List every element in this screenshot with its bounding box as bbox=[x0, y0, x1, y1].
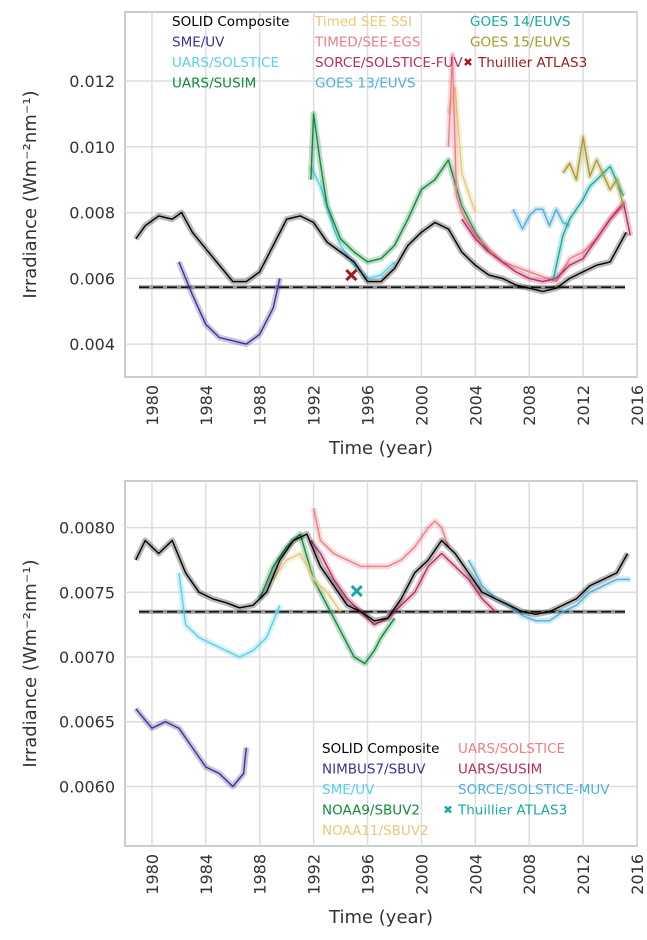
top-plot-area bbox=[124, 11, 638, 378]
legend-entry-timed-see-egs: TIMED/SEE-EGS bbox=[314, 35, 420, 51]
noaa9-sbuv2-line bbox=[259, 533, 396, 665]
bottom-series-layer bbox=[133, 507, 631, 790]
bottom-grid bbox=[125, 481, 638, 846]
x-tick-label: 2000 bbox=[412, 385, 431, 426]
legend-entry-uars-solstice: UARS/SOLSTICE bbox=[172, 55, 279, 71]
legend-entry-uars-solstice: UARS/SOLSTICE bbox=[458, 741, 565, 757]
top-tick-labels: 1980 1984 1988 1992 1996 2000 2004 2008 2012 2016… bbox=[69, 72, 647, 426]
x-tick-label: 2004 bbox=[466, 854, 485, 895]
legend-entry-goes-13-euvs: GOES 13/EUVS bbox=[315, 76, 415, 92]
legend-entry-timed-see-ssi: Timed SEE SSI bbox=[314, 14, 412, 30]
top-panel: 1980 1984 1988 1992 1996 2000 2004 2008 2012 2016… bbox=[20, 11, 647, 459]
sme-uv-line bbox=[178, 572, 281, 658]
y-tick-label: 0.010 bbox=[69, 138, 115, 157]
legend-entry-noaa9-sbuv2: NOAA9/SBUV2 bbox=[322, 803, 420, 819]
y-tick-label: 0.0080 bbox=[59, 519, 115, 538]
x-tick-label: 1984 bbox=[197, 854, 216, 895]
uars-solstice-line bbox=[310, 166, 395, 280]
x-tick-label: 2004 bbox=[466, 385, 485, 426]
solid-composite-line bbox=[135, 533, 629, 622]
legend-entry-sme-uv: SME/UV bbox=[322, 782, 375, 798]
timed-see-ssi-line bbox=[447, 86, 476, 213]
thuillier-atlas3-marker bbox=[345, 269, 358, 282]
x-tick-label: 1984 bbox=[197, 385, 216, 426]
x-tick-label: 2012 bbox=[574, 854, 593, 895]
x-tick-label: 2016 bbox=[628, 385, 647, 426]
legend-entry-noaa11-sbuv2: NOAA11/SBUV2 bbox=[322, 823, 429, 839]
x-tick-label: 1996 bbox=[359, 854, 378, 895]
x-tick-label: 2016 bbox=[628, 854, 647, 895]
legend-entry-goes-14-euvs: GOES 14/EUVS bbox=[470, 14, 570, 30]
legend-entry-solid-composite: SOLID Composite bbox=[322, 741, 439, 757]
y-tick-label: 0.012 bbox=[69, 72, 115, 91]
x-tick-label: 1980 bbox=[143, 854, 162, 895]
thuillier-atlas3-legend-marker bbox=[444, 805, 452, 814]
uars-susim-line bbox=[310, 113, 490, 263]
bottom-legend: SOLID Composite NIMBUS7/SBUV SME/UV NOAA9/S… bbox=[322, 741, 610, 839]
legend-entry-goes-15-euvs: GOES 15/EUVS bbox=[470, 35, 570, 51]
legend-entry-uars-susim: UARS/SUSIM bbox=[172, 76, 256, 92]
x-tick-label: 1996 bbox=[359, 385, 378, 426]
legend-entry-sme-uv: SME/UV bbox=[172, 35, 225, 51]
solid-composite-line bbox=[135, 211, 627, 293]
x-tick-label: 1980 bbox=[143, 385, 162, 426]
y-tick-label: 0.0060 bbox=[59, 777, 115, 796]
thuillier-atlas3-legend-marker bbox=[464, 58, 472, 66]
bottom-tick-labels: 1980 1984 1988 1992 1996 2000 2004 2008 2012 2016… bbox=[59, 519, 647, 895]
x-tick-label: 1992 bbox=[305, 854, 324, 895]
bottom-x-axis-label: Time (year) bbox=[328, 907, 433, 928]
thuillier-atlas3-marker bbox=[350, 584, 363, 598]
legend-entry-nimbus7-sbuv: NIMBUS7/SBUV bbox=[322, 762, 426, 778]
legend-entry-uars-susim: UARS/SUSIM bbox=[458, 762, 542, 778]
x-tick-label: 1988 bbox=[251, 854, 270, 895]
x-tick-label: 2012 bbox=[574, 385, 593, 426]
uars-susim-line bbox=[310, 540, 496, 626]
x-tick-label: 1992 bbox=[305, 385, 324, 426]
bottom-y-axis-label: Irradiance (Wm⁻²nm⁻¹) bbox=[20, 559, 41, 767]
goes-13-euvs-line bbox=[512, 208, 570, 230]
legend-entry-thuillier-atlas3: Thuillier ATLAS3 bbox=[477, 55, 587, 71]
legend-entry-thuillier-atlas3: Thuillier ATLAS3 bbox=[457, 803, 567, 819]
legend-entry-sorce-solstice-fuv: SORCE/SOLSTICE-FUV bbox=[315, 55, 463, 71]
top-x-axis-label: Time (year) bbox=[328, 438, 433, 459]
uars-solstice-line bbox=[312, 508, 450, 568]
goes-14-euvs-line bbox=[552, 165, 625, 279]
x-tick-label: 2008 bbox=[520, 385, 539, 426]
y-tick-label: 0.004 bbox=[69, 335, 115, 354]
bottom-plot-area bbox=[124, 480, 638, 847]
sme-uv-line bbox=[178, 261, 281, 345]
top-legend: SOLID Composite SME/UV UARS/SOLSTICE UARS/S… bbox=[172, 14, 587, 92]
noaa11-sbuv2-line bbox=[272, 552, 342, 613]
top-y-axis-label: Irradiance (Wm⁻²nm⁻¹) bbox=[20, 90, 41, 298]
y-tick-label: 0.0075 bbox=[59, 583, 115, 602]
sorce-solstice-fuv-line bbox=[461, 201, 631, 283]
bottom-panel: 1980 1984 1988 1992 1996 2000 2004 2008 2012 2016… bbox=[20, 480, 647, 928]
x-tick-label: 2008 bbox=[520, 854, 539, 895]
y-tick-label: 0.0070 bbox=[59, 648, 115, 667]
y-tick-label: 0.0065 bbox=[59, 713, 115, 732]
legend-entry-sorce-solstice-muv: SORCE/SOLSTICE-MUV bbox=[458, 782, 610, 798]
x-tick-label: 2000 bbox=[412, 854, 431, 895]
top-grid bbox=[125, 12, 638, 377]
nimbus7-sbuv-line bbox=[135, 708, 247, 788]
y-tick-label: 0.006 bbox=[69, 269, 115, 288]
x-tick-label: 1988 bbox=[251, 385, 270, 426]
goes-15-euvs-line bbox=[562, 136, 625, 207]
legend-entry-solid-composite: SOLID Composite bbox=[172, 14, 289, 30]
top-series-layer bbox=[133, 51, 634, 348]
y-tick-label: 0.008 bbox=[69, 204, 115, 223]
